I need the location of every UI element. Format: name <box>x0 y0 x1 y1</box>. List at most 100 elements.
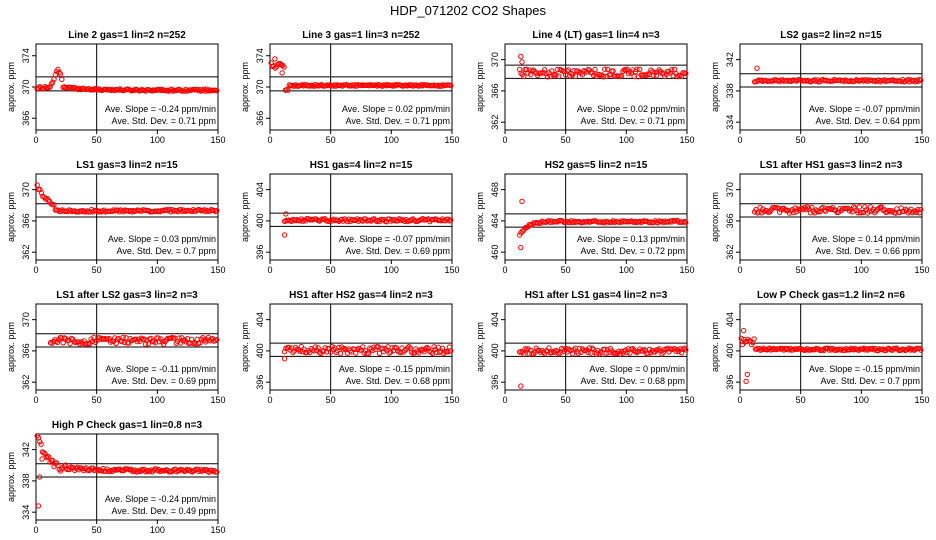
data-point <box>419 83 426 89</box>
data-point <box>918 206 924 213</box>
data-point <box>788 208 794 214</box>
data-point <box>214 336 220 343</box>
data-point <box>519 198 525 205</box>
x-tick-label: 100 <box>384 135 399 145</box>
data-point <box>37 186 43 193</box>
subplot-title: High P Check gas=1 lin=0.8 n=3 <box>52 420 203 431</box>
y-axis-label: approx. ppm <box>6 322 16 372</box>
data-point <box>565 67 572 73</box>
y-tick-label: 404 <box>725 312 735 327</box>
y-tick-label: 338 <box>725 83 735 98</box>
plot-frame <box>504 43 688 131</box>
y-axis-label: approx. ppm <box>710 192 720 242</box>
data-point <box>428 349 434 355</box>
data-point <box>740 327 747 334</box>
y-tick-label: 362 <box>725 245 735 260</box>
data-point <box>119 338 125 345</box>
x-tick-label: 0 <box>737 135 742 145</box>
data-point <box>141 336 147 342</box>
data-point <box>860 346 866 352</box>
data-point <box>272 65 278 71</box>
data-point <box>281 64 287 70</box>
data-point <box>297 348 303 354</box>
subplot-title: HS1 after LS1 gas=4 lin=2 n=3 <box>525 290 668 301</box>
data-point <box>602 66 608 72</box>
data-point <box>291 83 298 89</box>
y-axis-label: approx. ppm <box>475 322 485 372</box>
x-tick-label: 150 <box>210 265 225 275</box>
x-tick-label: 150 <box>679 265 694 275</box>
subplot-title: LS1 after LS2 gas=3 lin=2 n=3 <box>56 290 198 301</box>
x-tick-label: 50 <box>561 135 571 145</box>
stddev-annotation: Ave. Std. Dev. = 0.71 ppm <box>112 116 216 126</box>
data-point <box>540 69 546 76</box>
x-tick-label: 150 <box>444 135 459 145</box>
data-point <box>273 64 280 70</box>
data-point <box>863 207 869 213</box>
figure-title: HDP_071202 CO2 Shapes <box>389 3 547 18</box>
data-point <box>637 66 643 73</box>
y-tick-label: 404 <box>490 312 500 327</box>
x-tick-label: 100 <box>854 265 869 275</box>
subplot-4: LS2 gas=2 lin=2 n=15 0 50 100 150 334 338 342 ap… <box>710 30 930 145</box>
data-point <box>518 70 524 76</box>
x-tick-label: 100 <box>150 265 165 275</box>
y-tick-label: 404 <box>255 182 265 197</box>
data-point <box>530 351 537 357</box>
subplot-12: Low P Check gas=1.2 lin=2 n=6 0 50 100 150 39… <box>710 290 930 405</box>
data-point <box>397 349 404 356</box>
y-tick-label: 366 <box>725 213 735 228</box>
subplot-title: LS2 gas=2 lin=2 n=15 <box>780 30 882 41</box>
data-point <box>365 350 372 357</box>
data-point <box>603 73 609 80</box>
stddev-annotation: Ave. Std. Dev. = 0.68 ppm <box>581 376 685 386</box>
data-point <box>406 344 412 350</box>
data-point <box>556 73 562 79</box>
data-point <box>268 60 274 66</box>
data-point <box>158 336 164 342</box>
data-point <box>759 346 765 353</box>
y-tick-label: 370 <box>21 182 31 197</box>
data-point <box>50 457 56 464</box>
data-point <box>445 349 451 355</box>
y-tick-label: 334 <box>725 115 735 130</box>
subplot-title: LS1 gas=3 lin=2 n=15 <box>76 160 178 171</box>
y-tick-label: 342 <box>21 442 31 457</box>
data-point <box>811 77 818 83</box>
y-tick-label: 366 <box>21 111 31 126</box>
data-point <box>518 383 524 389</box>
subplot-title: Low P Check gas=1.2 lin=2 n=6 <box>757 290 905 301</box>
data-point <box>568 71 574 77</box>
data-point <box>575 350 581 356</box>
x-tick-label: 100 <box>384 395 399 405</box>
data-point <box>425 345 432 352</box>
data-point <box>81 338 87 344</box>
data-point <box>621 348 627 354</box>
stddev-annotation: Ave. Std. Dev. = 0.69 ppm <box>346 246 450 256</box>
x-tick-label: 150 <box>444 395 459 405</box>
data-point <box>214 208 220 214</box>
data-point <box>757 204 763 211</box>
data-point <box>592 66 598 73</box>
data-point <box>35 503 42 509</box>
data-point <box>283 211 289 217</box>
data-point <box>916 210 923 216</box>
data-point <box>60 340 66 346</box>
subplot-11: HS1 after LS1 gas=4 lin=2 n=3 0 50 100 150 39… <box>475 290 695 405</box>
data-point <box>877 79 883 85</box>
data-point <box>634 66 640 73</box>
y-axis-label: approx. ppm <box>710 62 720 112</box>
data-point <box>46 454 52 460</box>
data-point <box>281 356 288 362</box>
y-tick-label: 400 <box>490 343 500 358</box>
x-tick-label: 0 <box>737 395 742 405</box>
x-tick-label: 150 <box>210 135 225 145</box>
data-point <box>281 232 288 238</box>
x-tick-label: 100 <box>384 265 399 275</box>
data-point <box>47 84 53 90</box>
plot-frame <box>269 173 453 261</box>
x-tick-label: 50 <box>92 525 102 535</box>
x-tick-label: 150 <box>679 395 694 405</box>
x-tick-label: 100 <box>854 135 869 145</box>
data-point <box>561 348 567 354</box>
